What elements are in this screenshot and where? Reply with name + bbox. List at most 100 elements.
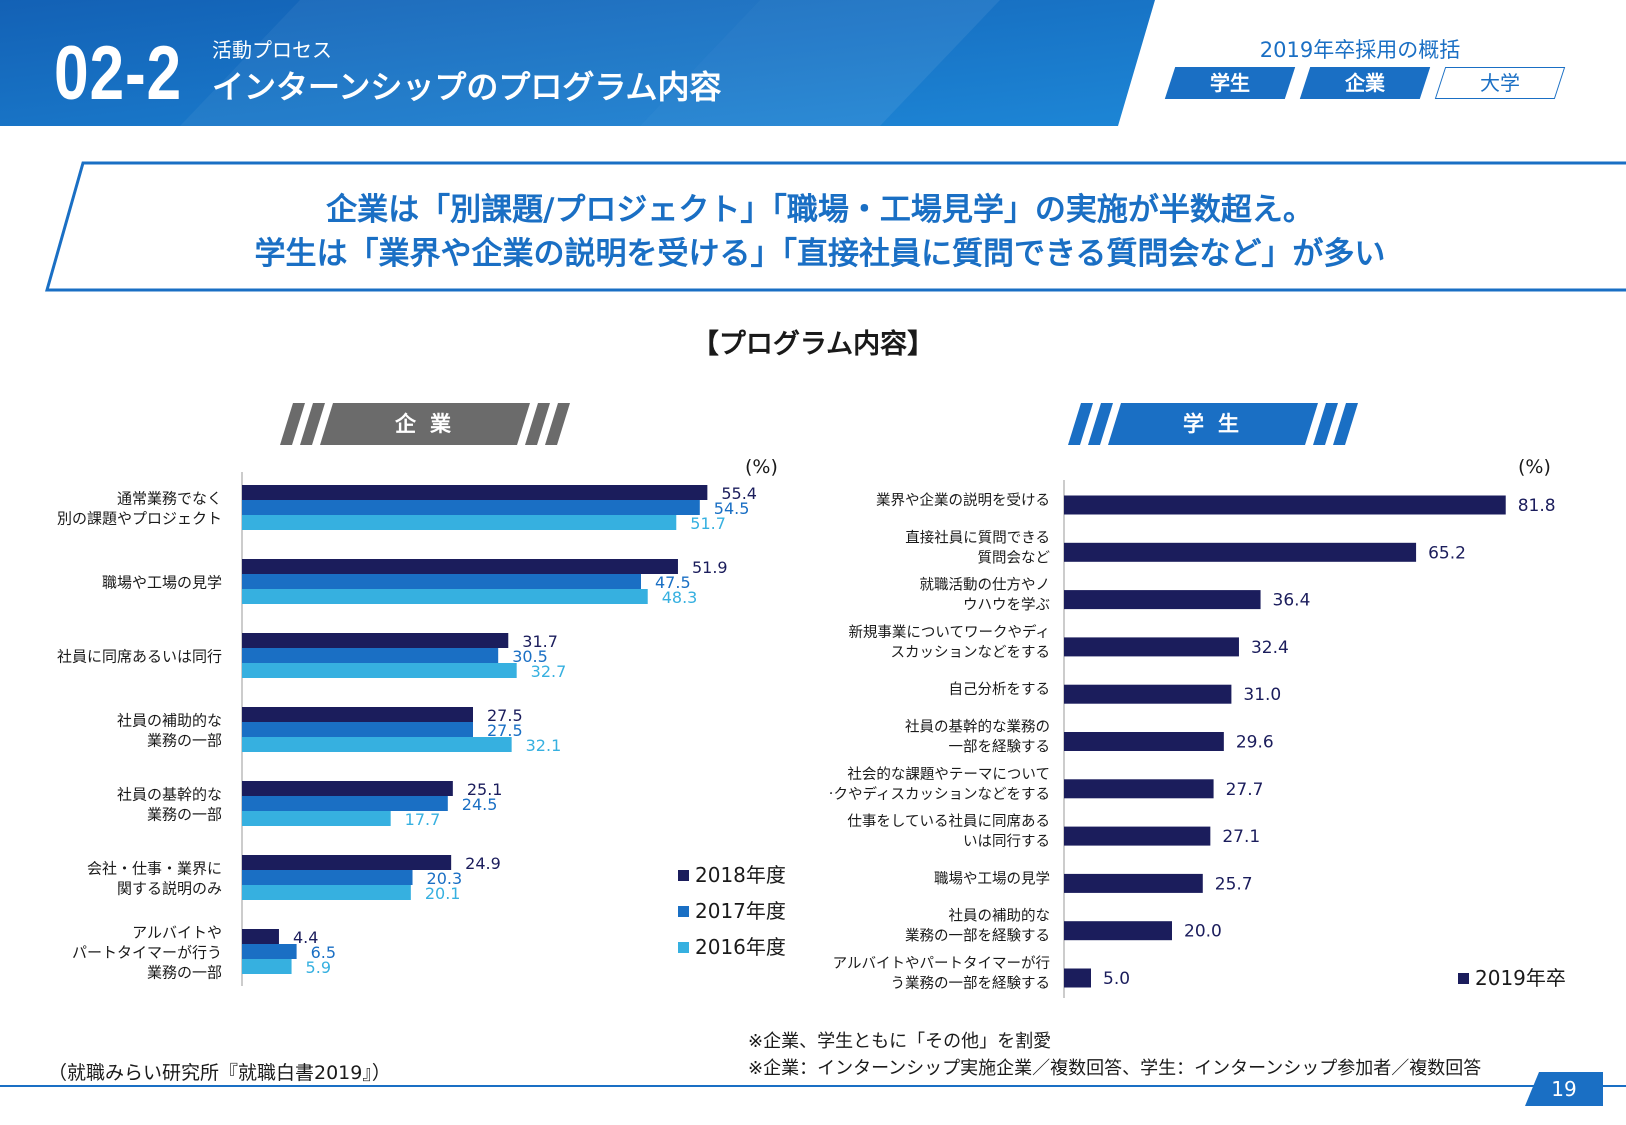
student-banner-label: 学生 bbox=[1183, 412, 1253, 436]
tab-university-label: 大学 bbox=[1480, 71, 1520, 95]
company-bar-2016年度-cat-6 bbox=[242, 885, 411, 900]
company-bar-2016年度-cat-3 bbox=[242, 663, 517, 678]
student-value-label-cat-2: 65.2 bbox=[1428, 543, 1466, 563]
student-category-label-cat-6: 一部を経験する bbox=[949, 739, 1051, 756]
student-bar-cat-11 bbox=[1064, 968, 1091, 988]
company-category-label-cat-5: 業務の一部 bbox=[147, 806, 222, 824]
student-category-label-cat-5: 自己分析をする bbox=[949, 681, 1051, 698]
student-bar-cat-7 bbox=[1064, 779, 1214, 799]
company-unit-label: (%) bbox=[745, 456, 778, 478]
company-value-label-2016年度-cat-6: 20.1 bbox=[425, 884, 461, 903]
company-banner bbox=[280, 403, 570, 445]
company-value-label-2018年度-cat-1: 55.4 bbox=[721, 484, 757, 503]
company-category-label-cat-4: 社員の補助的な bbox=[117, 712, 222, 730]
student-banner bbox=[1068, 403, 1358, 445]
company-value-label-2018年度-cat-6: 24.9 bbox=[465, 854, 501, 873]
company-category-label-cat-4: 業務の一部 bbox=[147, 732, 222, 750]
company-category-label-cat-7: 業務の一部 bbox=[147, 964, 222, 982]
student-value-label-cat-1: 81.8 bbox=[1518, 496, 1556, 516]
company-bar-2016年度-cat-7 bbox=[242, 959, 292, 974]
company-value-label-2016年度-cat-7: 5.9 bbox=[306, 958, 331, 977]
section-title: インターンシップのプログラム内容 bbox=[212, 68, 722, 106]
company-value-label-2016年度-cat-2: 48.3 bbox=[662, 588, 698, 607]
company-banner-label: 企業 bbox=[395, 412, 465, 436]
company-legend-label-3: 2016年度 bbox=[695, 935, 786, 959]
tab-company[interactable]: 企業 bbox=[1299, 67, 1431, 99]
student-bar-cat-6 bbox=[1064, 732, 1224, 751]
company-legend-swatch-3 bbox=[678, 942, 689, 953]
student-bar-cat-2 bbox=[1064, 542, 1417, 562]
student-bar-cat-5 bbox=[1064, 684, 1232, 704]
student-value-label-cat-6: 29.6 bbox=[1236, 733, 1274, 753]
company-category-label-cat-1: 通常業務でなく bbox=[117, 490, 222, 508]
header-band bbox=[0, 0, 1155, 126]
student-category-label-cat-9: 職場や工場の見学 bbox=[934, 870, 1050, 887]
company-category-label-cat-7: アルバイトや bbox=[132, 924, 222, 942]
page-number-text: 19 bbox=[1551, 1077, 1577, 1101]
section-number: 02-2 bbox=[54, 31, 183, 116]
company-legend-label-2: 2017年度 bbox=[695, 899, 786, 923]
student-category-label-cat-8: いは同行する bbox=[963, 833, 1050, 850]
student-bar-cat-10 bbox=[1064, 921, 1172, 941]
student-category-label-cat-3: ウハウを学ぶ bbox=[963, 597, 1050, 614]
student-legend-swatch bbox=[1458, 973, 1469, 984]
company-category-label-cat-5: 社員の基幹的な bbox=[117, 786, 222, 804]
company-category-label-cat-1: 別の課題やプロジェクト bbox=[57, 510, 222, 528]
tab-student-label: 学生 bbox=[1210, 71, 1250, 95]
company-bar-2018年度-cat-2 bbox=[242, 559, 678, 574]
company-value-label-2016年度-cat-3: 32.7 bbox=[531, 662, 567, 681]
company-bar-2016年度-cat-2 bbox=[242, 589, 648, 604]
company-category-label-cat-3: 社員に同席あるいは同行 bbox=[57, 648, 222, 666]
company-category-label-cat-6: 関する説明のみ bbox=[117, 880, 222, 898]
student-bar-cat-4 bbox=[1064, 637, 1239, 657]
company-value-label-2018年度-cat-3: 31.7 bbox=[522, 632, 558, 651]
company-bar-2018年度-cat-3 bbox=[242, 633, 509, 648]
student-category-label-cat-11: う業務の一部を経験する bbox=[891, 975, 1051, 992]
company-value-label-2018年度-cat-2: 51.9 bbox=[692, 558, 728, 577]
headline-box bbox=[45, 161, 1626, 292]
company-value-label-2018年度-cat-7: 4.4 bbox=[293, 928, 318, 947]
student-bar-cat-8 bbox=[1064, 826, 1211, 846]
overview-title: 2019年卒採用の概括 bbox=[1259, 38, 1461, 62]
headline-line-2: 学生は「業界や企業の説明を受ける」「直接社員に質問できる質問会など」が多い bbox=[254, 236, 1386, 272]
company-value-label-2017年度-cat-5: 24.5 bbox=[462, 795, 498, 814]
company-category-label-cat-6: 会社・仕事・業界に bbox=[87, 860, 222, 878]
company-value-label-2017年度-cat-7: 6.5 bbox=[311, 943, 336, 962]
company-bar-2017年度-cat-5 bbox=[242, 796, 448, 811]
student-category-label-cat-2: 質問会など bbox=[978, 548, 1051, 566]
student-category-label-cat-10: 社員の補助的な bbox=[949, 908, 1051, 925]
student-category-label-cat-6: 社員の基幹的な業務の bbox=[905, 718, 1050, 736]
company-bar-2017年度-cat-4 bbox=[242, 722, 473, 737]
company-value-label-2018年度-cat-4: 27.5 bbox=[487, 706, 523, 725]
student-category-label-cat-11: アルバイトやパートタイマーが行 bbox=[833, 955, 1050, 972]
student-value-label-cat-7: 27.7 bbox=[1226, 780, 1264, 800]
student-value-label-cat-4: 32.4 bbox=[1251, 638, 1289, 658]
student-bar-cat-9 bbox=[1064, 873, 1203, 893]
company-value-label-2017年度-cat-6: 20.3 bbox=[427, 869, 463, 888]
company-legend-swatch-1 bbox=[678, 870, 689, 881]
student-value-label-cat-11: 5.0 bbox=[1103, 969, 1130, 989]
company-bar-2016年度-cat-5 bbox=[242, 811, 391, 826]
company-value-label-2016年度-cat-4: 32.1 bbox=[526, 736, 562, 755]
student-legend-label: 2019年卒 bbox=[1475, 966, 1566, 990]
tab-university[interactable]: 大学 bbox=[1434, 67, 1566, 99]
company-value-label-2016年度-cat-5: 17.7 bbox=[405, 810, 441, 829]
tab-student[interactable]: 学生 bbox=[1164, 67, 1296, 99]
student-value-label-cat-5: 31.0 bbox=[1243, 685, 1281, 705]
footer-line bbox=[0, 1085, 1626, 1087]
source-citation: （就職みらい研究所『就職白書2019』） bbox=[48, 1062, 391, 1084]
note-2: ※企業：インターンシップ実施企業／複数回答、学生：インターンシップ参加者／複数回… bbox=[748, 1058, 1482, 1079]
student-category-label-cat-4: スカッションなどをする bbox=[891, 644, 1051, 661]
company-value-label-2018年度-cat-5: 25.1 bbox=[467, 780, 503, 799]
section-subtitle: 活動プロセス bbox=[212, 38, 332, 62]
company-bar-2018年度-cat-6 bbox=[242, 855, 452, 870]
company-bar-2018年度-cat-5 bbox=[242, 781, 453, 796]
student-value-label-cat-3: 36.4 bbox=[1273, 591, 1311, 611]
student-value-label-cat-10: 20.0 bbox=[1184, 922, 1222, 942]
student-value-label-cat-8: 27.1 bbox=[1222, 827, 1260, 847]
student-bar-cat-3 bbox=[1064, 590, 1261, 610]
company-bar-2018年度-cat-7 bbox=[242, 929, 279, 944]
student-category-label-cat-3: 就職活動の仕方やノ bbox=[920, 577, 1051, 594]
